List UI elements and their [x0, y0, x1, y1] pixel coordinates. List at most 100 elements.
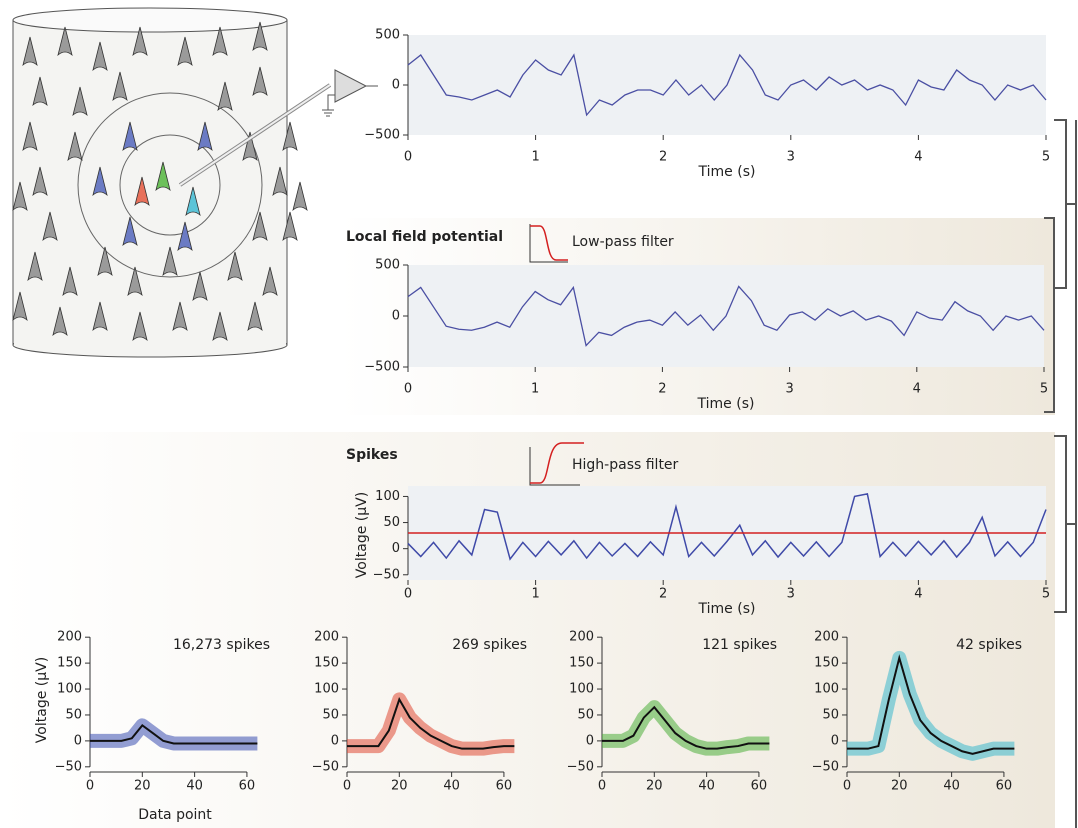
x-axis-label: Time (s)	[698, 164, 756, 180]
neuron	[127, 266, 143, 297]
annotation: Low-pass filter	[572, 234, 674, 250]
neuron	[67, 131, 83, 162]
neuron	[172, 301, 188, 332]
y-tick-label: −50	[55, 759, 82, 774]
x-tick-label: 2	[659, 587, 667, 602]
neuron	[242, 131, 258, 162]
neuron	[122, 121, 138, 152]
neuron	[92, 41, 108, 72]
x-tick-label: 0	[843, 779, 851, 794]
x-tick-label: 60	[239, 779, 256, 794]
annotation: 42 spikes	[956, 637, 1022, 653]
x-tick-label: 4	[914, 587, 922, 602]
y-tick-label: 500	[375, 258, 400, 273]
neuron	[112, 71, 128, 102]
neuron	[52, 306, 68, 337]
x-tick-label: 0	[598, 779, 606, 794]
panel-title: Local field potential	[346, 229, 503, 245]
y-tick-label: 0	[392, 78, 400, 93]
x-tick-label: 4	[913, 382, 921, 397]
y-tick-label: −500	[364, 360, 400, 375]
y-tick-label: 200	[314, 630, 339, 645]
annotation: 269 spikes	[452, 637, 527, 653]
x-axis-label: Time (s)	[698, 601, 756, 617]
neuron	[185, 186, 201, 217]
high-pass-icon	[529, 442, 584, 486]
y-tick-label: 50	[383, 515, 400, 530]
neuron	[92, 301, 108, 332]
neuron	[27, 251, 43, 282]
neuron	[132, 26, 148, 57]
neuron	[197, 121, 213, 152]
neuron	[122, 216, 138, 247]
neuron	[134, 176, 150, 207]
y-tick-label: 500	[375, 28, 400, 43]
neuron	[97, 246, 113, 277]
y-tick-label: 100	[814, 682, 839, 697]
x-tick-label: 60	[751, 779, 768, 794]
neuron	[72, 86, 88, 117]
y-tick-label: 150	[57, 656, 82, 671]
y-tick-label: −50	[812, 759, 839, 774]
x-tick-label: 0	[86, 779, 94, 794]
y-tick-label: 100	[314, 682, 339, 697]
y-tick-label: 0	[586, 733, 594, 748]
y-tick-label: 100	[57, 682, 82, 697]
neuron	[162, 246, 178, 277]
neuron	[192, 271, 208, 302]
y-tick-label: 150	[314, 656, 339, 671]
y-tick-label: 50	[322, 707, 339, 722]
x-tick-label: 40	[698, 779, 715, 794]
y-tick-label: −50	[373, 567, 400, 582]
neuron	[42, 211, 58, 242]
y-tick-label: 200	[569, 630, 594, 645]
y-axis-label: Voltage (μV)	[34, 657, 50, 743]
x-tick-label: 20	[134, 779, 151, 794]
x-tick-label: 5	[1040, 382, 1048, 397]
trace	[407, 285, 1045, 347]
x-tick-label: 2	[658, 382, 666, 397]
mean-waveform	[847, 654, 1015, 755]
neuron	[217, 81, 233, 112]
x-tick-label: 20	[391, 779, 408, 794]
x-tick-label: 40	[443, 779, 460, 794]
neuron	[132, 311, 148, 342]
neuron	[155, 161, 171, 192]
x-tick-label: 5	[1042, 150, 1050, 165]
x-tick-label: 0	[404, 587, 412, 602]
x-tick-label: 1	[531, 587, 539, 602]
neuron	[252, 66, 268, 97]
neuron	[12, 181, 28, 212]
x-tick-label: 3	[785, 382, 793, 397]
y-tick-label: −500	[364, 128, 400, 143]
neuron	[57, 26, 73, 57]
y-tick-label: 100	[375, 489, 400, 504]
mean-waveform	[347, 696, 515, 750]
panel-title: Spikes	[346, 447, 398, 463]
y-tick-label: 50	[822, 707, 839, 722]
neuron	[262, 266, 278, 297]
x-tick-label: 2	[659, 150, 667, 165]
neuron	[247, 301, 263, 332]
x-axis-label: Time (s)	[697, 396, 755, 412]
y-tick-label: −50	[567, 759, 594, 774]
x-tick-label: 0	[404, 150, 412, 165]
neuron	[32, 76, 48, 107]
neuron	[92, 166, 108, 197]
y-tick-label: 0	[392, 309, 400, 324]
neuron	[292, 181, 308, 212]
x-tick-label: 1	[531, 150, 539, 165]
y-tick-label: 0	[331, 733, 339, 748]
neuron	[22, 36, 38, 67]
y-tick-label: 200	[814, 630, 839, 645]
y-tick-label: −50	[312, 759, 339, 774]
neuron	[282, 121, 298, 152]
neuron	[177, 221, 193, 252]
neuron	[212, 311, 228, 342]
mean-waveform	[90, 723, 258, 745]
x-tick-label: 0	[343, 779, 351, 794]
x-tick-label: 4	[914, 150, 922, 165]
x-tick-label: 3	[787, 150, 795, 165]
x-tick-label: 20	[646, 779, 663, 794]
